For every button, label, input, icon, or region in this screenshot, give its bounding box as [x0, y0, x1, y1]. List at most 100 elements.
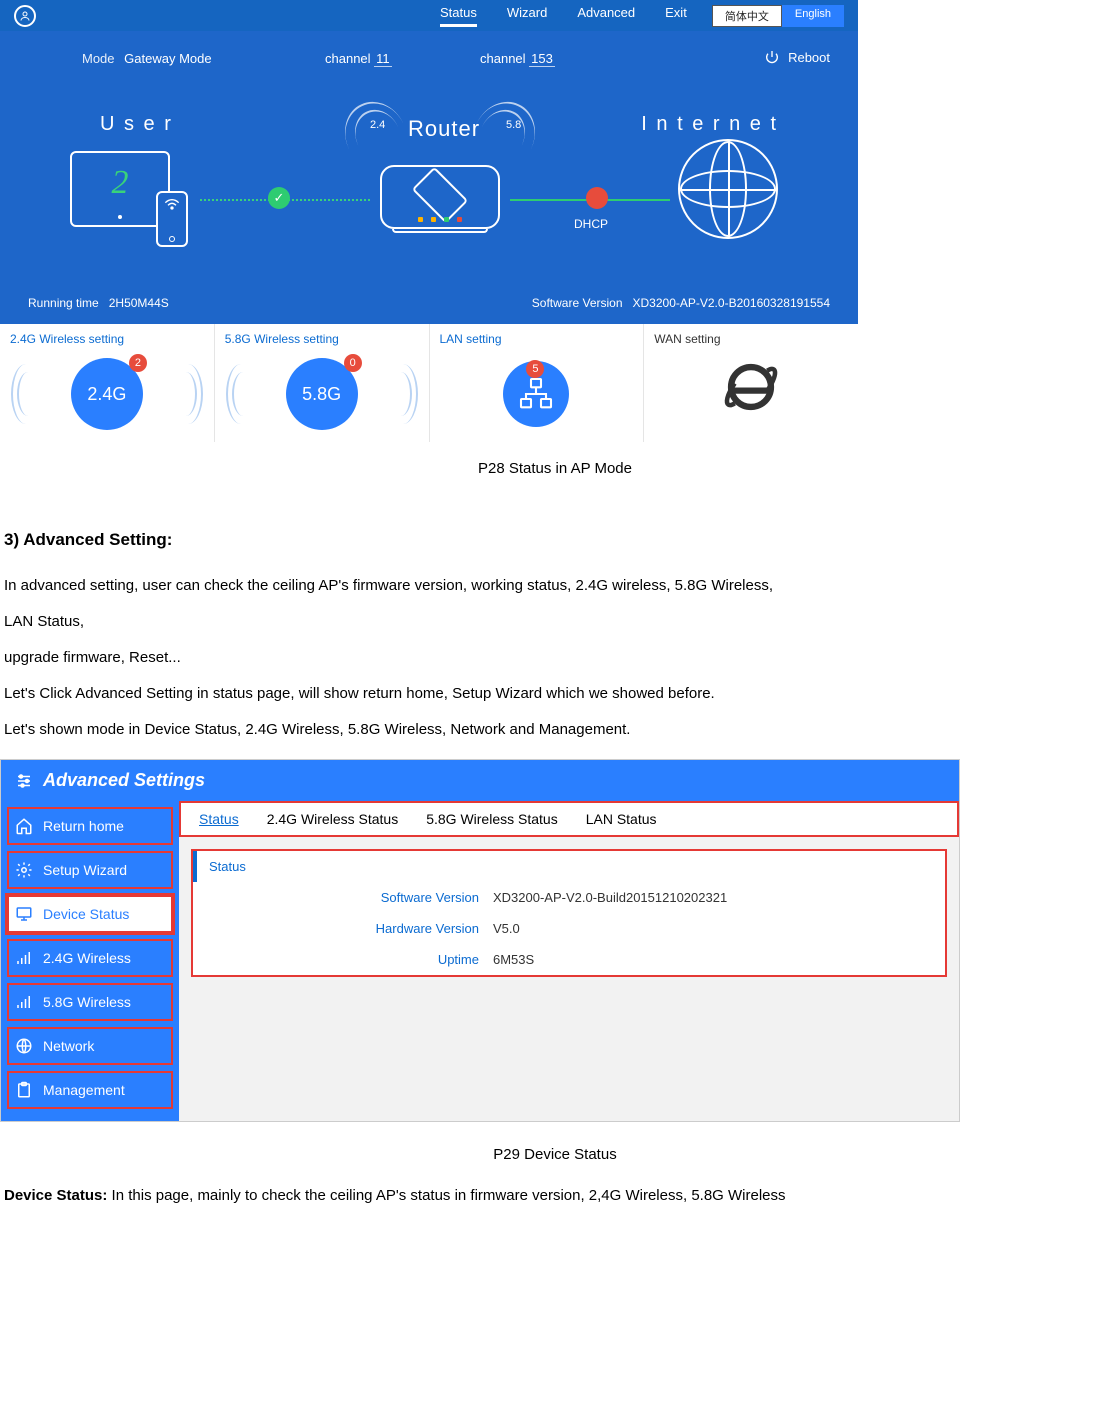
sidebar-network[interactable]: Network — [7, 1027, 173, 1065]
section-heading-advanced: 3) Advanced Setting: — [4, 523, 1106, 557]
doc-paragraph: Let's shown mode in Device Status, 2.4G … — [4, 715, 1106, 745]
advanced-settings-title: Advanced Settings — [43, 770, 205, 791]
tile-title: LAN setting — [440, 332, 634, 346]
running-time: Running time 2H50M44S — [28, 296, 169, 310]
pane-title: Status — [193, 851, 945, 882]
signal-icon — [15, 949, 33, 967]
power-icon — [764, 49, 780, 65]
monitor-icon — [15, 905, 33, 923]
circle-2.4g-label: 2.4G — [87, 384, 126, 405]
wan-protocol-label: DHCP — [574, 217, 608, 231]
doc-paragraph: In advanced setting, user can check the … — [4, 571, 1106, 601]
doc-paragraph: Device Status: In this page, mainly to c… — [4, 1181, 1106, 1211]
router-icon: 2.4 5.8 — [380, 141, 500, 205]
user-avatar-icon[interactable] — [14, 5, 36, 27]
link-status-ok-icon: ✓ — [268, 187, 290, 209]
tile-title: 5.8G Wireless setting — [225, 332, 419, 346]
reboot-button[interactable]: Reboot — [764, 49, 830, 65]
sidebar-label: Setup Wizard — [43, 862, 127, 878]
clipboard-icon — [15, 1081, 33, 1099]
figure-caption-p29: P29 Device Status — [0, 1146, 1110, 1163]
sidebar-device-status[interactable]: Device Status — [7, 895, 173, 933]
signal-icon — [15, 993, 33, 1011]
sliders-icon — [15, 772, 33, 790]
internet-explorer-icon — [722, 358, 780, 416]
field-label: Uptime — [193, 952, 493, 967]
wifi-icon — [164, 197, 180, 213]
doc-paragraph: Let's Click Advanced Setting in status p… — [4, 679, 1106, 709]
sidebar-2.4g-wireless[interactable]: 2.4G Wireless — [7, 939, 173, 977]
sidebar-label: 2.4G Wireless — [43, 950, 131, 966]
phone-icon — [156, 191, 188, 247]
status-tabs: Status 2.4G Wireless Status 5.8G Wireles… — [179, 801, 959, 837]
sidebar-management[interactable]: Management — [7, 1071, 173, 1109]
channel-2.4g: channel 11 — [325, 51, 392, 66]
figure-caption-p28: P28 Status in AP Mode — [0, 460, 1110, 477]
badge-5.8g: 0 — [344, 354, 362, 372]
field-label: Software Version — [193, 890, 493, 905]
tile-wan-setting[interactable]: WAN setting — [644, 324, 858, 442]
sidebar-label: 5.8G Wireless — [43, 994, 131, 1010]
field-software-version: Software Version XD3200-AP-V2.0-Build201… — [193, 882, 945, 913]
sidebar-label: Management — [43, 1082, 125, 1098]
swver-value: XD3200-AP-V2.0-B20160328191554 — [633, 296, 830, 310]
tab-2.4g-status[interactable]: 2.4G Wireless Status — [267, 811, 399, 827]
section-user-title: U s e r — [100, 113, 173, 136]
internet-globe-icon — [678, 139, 778, 239]
sidebar-setup-wizard[interactable]: Setup Wizard — [7, 851, 173, 889]
channel1-label: channel — [325, 51, 371, 66]
tile-5.8g-wireless[interactable]: 5.8G Wireless setting 5.8G 0 — [215, 324, 430, 442]
sidebar-label: Device Status — [43, 906, 129, 922]
tab-lan-status[interactable]: LAN Status — [586, 811, 657, 827]
home-icon — [15, 817, 33, 835]
lang-cn[interactable]: 简体中文 — [712, 5, 782, 27]
software-version-top: Software Version XD3200-AP-V2.0-B2016032… — [532, 296, 830, 310]
advanced-sidebar: Return home Setup Wizard Device Status 2… — [1, 801, 179, 1121]
running-time-label: Running time — [28, 296, 99, 310]
gear-icon — [15, 861, 33, 879]
reboot-label: Reboot — [788, 50, 830, 65]
field-uptime: Uptime 6M53S — [193, 944, 945, 975]
topnav-advanced[interactable]: Advanced — [577, 5, 635, 27]
channel1-value: 11 — [374, 51, 392, 67]
lang-en[interactable]: English — [782, 5, 844, 27]
channel2-value: 153 — [529, 51, 555, 67]
field-hardware-version: Hardware Version V5.0 — [193, 913, 945, 944]
topnav-wizard[interactable]: Wizard — [507, 5, 547, 27]
status-pane: Status Software Version XD3200-AP-V2.0-B… — [191, 849, 947, 977]
doc-paragraph: LAN Status, — [4, 607, 1106, 637]
running-time-value: 2H50M44S — [109, 296, 169, 310]
swver-label: Software Version — [532, 296, 623, 310]
language-switch: 简体中文 English — [712, 5, 844, 27]
field-value: 6M53S — [493, 952, 534, 967]
link-status-bad-icon — [586, 187, 608, 209]
channel-5.8g: channel 153 — [480, 51, 555, 66]
circle-5.8g-label: 5.8G — [302, 384, 341, 405]
tile-lan-setting[interactable]: LAN setting 5 — [430, 324, 645, 442]
sidebar-return-home[interactable]: Return home — [7, 807, 173, 845]
topnav-exit[interactable]: Exit — [665, 5, 687, 27]
advanced-settings-header: Advanced Settings — [1, 760, 959, 801]
field-value: V5.0 — [493, 921, 520, 936]
mode-value: Gateway Mode — [124, 51, 211, 66]
device-status-strong: Device Status: — [4, 1187, 112, 1204]
doc-paragraph: upgrade firmware, Reset... — [4, 643, 1106, 673]
circle-5.8g-icon: 5.8G 0 — [286, 358, 358, 430]
badge-2.4g: 2 — [129, 354, 147, 372]
circle-2.4g-icon: 2.4G 2 — [71, 358, 143, 430]
user-devices-icon: 2 — [70, 151, 170, 227]
tile-title: 2.4G Wireless setting — [10, 332, 204, 346]
sidebar-label: Network — [43, 1038, 94, 1054]
connected-user-count: 2 — [112, 164, 129, 202]
mode-display: Mode Gateway Mode — [82, 51, 212, 66]
sidebar-label: Return home — [43, 818, 124, 834]
channel2-label: channel — [480, 51, 526, 66]
sidebar-5.8g-wireless[interactable]: 5.8G Wireless — [7, 983, 173, 1021]
top-nav: Status Wizard Advanced Exit — [440, 5, 687, 27]
topnav-status[interactable]: Status — [440, 5, 477, 27]
tile-2.4g-wireless[interactable]: 2.4G Wireless setting 2.4G 2 — [0, 324, 215, 442]
tab-status[interactable]: Status — [199, 811, 239, 827]
globe-icon — [15, 1037, 33, 1055]
tab-5.8g-status[interactable]: 5.8G Wireless Status — [426, 811, 558, 827]
section-internet-title: I n t e r n e t — [641, 113, 778, 136]
